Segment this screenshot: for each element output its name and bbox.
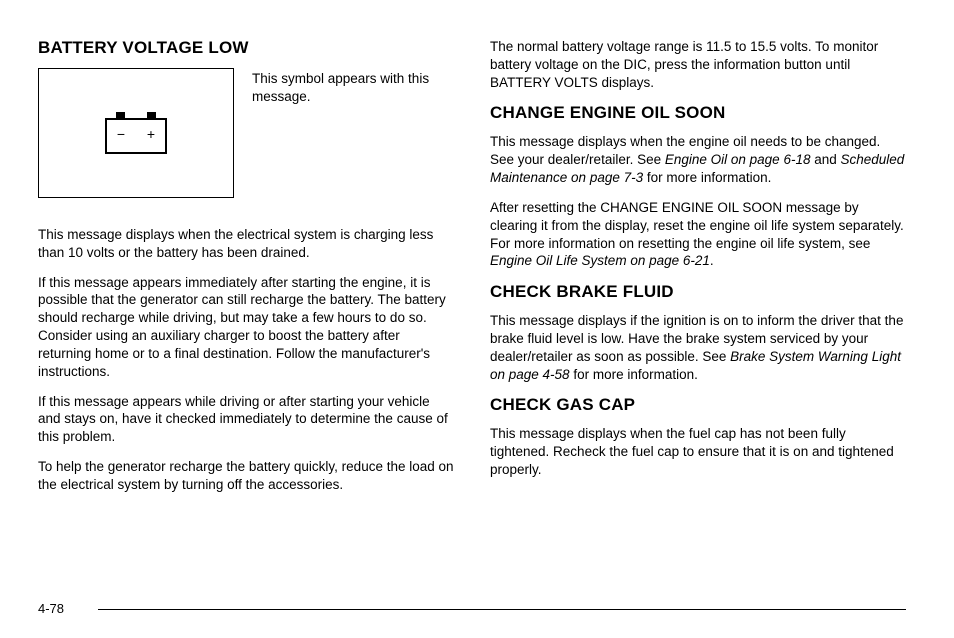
footer-rule [98,609,906,610]
page-number: 4-78 [38,601,64,616]
text-run: and [810,152,840,167]
xref-engine-oil: Engine Oil on page 6-18 [665,152,811,167]
body-para: The normal battery voltage range is 11.5… [490,38,906,91]
body-para: This message displays if the ignition is… [490,312,906,383]
page-footer: 4-78 [38,609,906,610]
xref-oil-life-system: Engine Oil Life System on page 6-21 [490,253,710,268]
symbol-caption: This symbol appears with this message. [252,68,454,106]
battery-icon: − + [102,109,170,157]
text-run: After resetting the CHANGE ENGINE OIL SO… [490,200,904,251]
text-run: . [710,253,714,268]
body-para: To help the generator recharge the batte… [38,458,454,494]
symbol-row: − + This symbol appears with this messag… [38,68,454,198]
page-content: BATTERY VOLTAGE LOW − + This symbol appe… [0,0,954,506]
text-run: for more information. [643,170,771,185]
svg-text:−: − [117,126,125,142]
body-para: If this message appears immediately afte… [38,274,454,381]
heading-check-gas-cap: CHECK GAS CAP [490,395,906,415]
svg-text:+: + [147,126,155,142]
heading-change-engine-oil: CHANGE ENGINE OIL SOON [490,103,906,123]
body-para: After resetting the CHANGE ENGINE OIL SO… [490,199,906,270]
body-para: This message displays when the electrica… [38,226,454,262]
left-column: BATTERY VOLTAGE LOW − + This symbol appe… [38,38,454,506]
heading-check-brake-fluid: CHECK BRAKE FLUID [490,282,906,302]
text-run: for more information. [570,367,698,382]
body-para: This message displays when the fuel cap … [490,425,906,478]
heading-battery-voltage-low: BATTERY VOLTAGE LOW [38,38,454,58]
right-column: The normal battery voltage range is 11.5… [490,38,906,506]
body-para: This message displays when the engine oi… [490,133,906,186]
body-para: If this message appears while driving or… [38,393,454,446]
battery-symbol-box: − + [38,68,234,198]
